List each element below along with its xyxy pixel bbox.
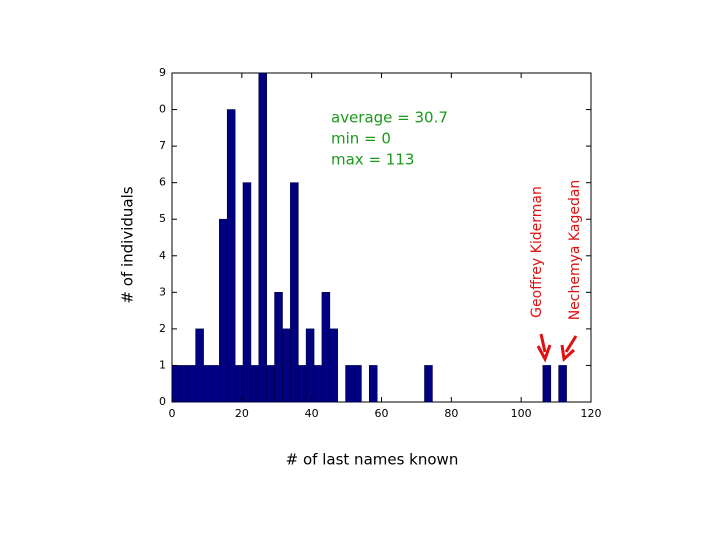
x-tick-label: 40 — [305, 407, 319, 420]
y-tick-label: 0 — [159, 395, 166, 408]
stats-text: min = 0 — [331, 130, 391, 148]
bar — [171, 365, 181, 403]
x-tick-label: 100 — [511, 407, 532, 420]
x-tick-label: 20 — [235, 407, 249, 420]
bar — [345, 365, 354, 403]
bar — [219, 218, 228, 403]
x-tick-label: 120 — [581, 407, 602, 420]
y-tick-label: 5 — [159, 212, 166, 225]
arrow-head — [560, 344, 576, 362]
bar — [250, 365, 260, 403]
y-tick-label: 6 — [159, 176, 166, 189]
name-label: Geoffrey Kiderman — [529, 186, 545, 318]
bar — [179, 365, 189, 403]
y-tick-label: 0 — [159, 103, 166, 116]
bar — [305, 328, 315, 403]
bar — [274, 292, 283, 403]
bar — [195, 328, 204, 403]
bar — [187, 365, 196, 403]
bar — [266, 365, 275, 403]
bar — [329, 328, 339, 403]
bar — [290, 182, 299, 403]
x-tick-label: 80 — [444, 407, 458, 420]
bar — [558, 365, 567, 403]
y-tick-label: 3 — [159, 285, 166, 298]
bar — [321, 292, 331, 403]
name-label: Nechemya Kagedan — [567, 180, 583, 321]
bar — [203, 365, 212, 403]
bar — [282, 328, 291, 403]
plot-frame — [171, 72, 592, 403]
arrow — [539, 333, 547, 353]
stats-text: average = 30.7 — [331, 109, 448, 127]
arrow — [564, 335, 578, 353]
bar — [226, 109, 236, 403]
arrow-head — [536, 344, 552, 363]
y-tick-label: 2 — [159, 322, 166, 335]
y-tick-label: 7 — [159, 139, 166, 152]
bar — [542, 365, 552, 403]
bar — [211, 365, 220, 403]
bar — [313, 365, 323, 403]
y-tick-label: 1 — [159, 358, 166, 371]
x-axis-label: # of last names known — [286, 451, 459, 469]
x-tick-label: 0 — [169, 407, 176, 420]
arrows — [536, 333, 578, 363]
stats-text: max = 113 — [331, 151, 414, 169]
y-tick-label: 9 — [159, 66, 166, 79]
bar — [258, 72, 267, 403]
bar — [424, 365, 433, 403]
y-tick-label: 4 — [159, 249, 166, 262]
x-tick-label: 60 — [375, 407, 389, 420]
bar — [297, 365, 307, 403]
bar — [234, 365, 244, 403]
bar — [368, 365, 378, 403]
bar — [353, 365, 362, 403]
y-axis-label: # of individuals — [119, 186, 137, 303]
bar — [242, 182, 252, 403]
